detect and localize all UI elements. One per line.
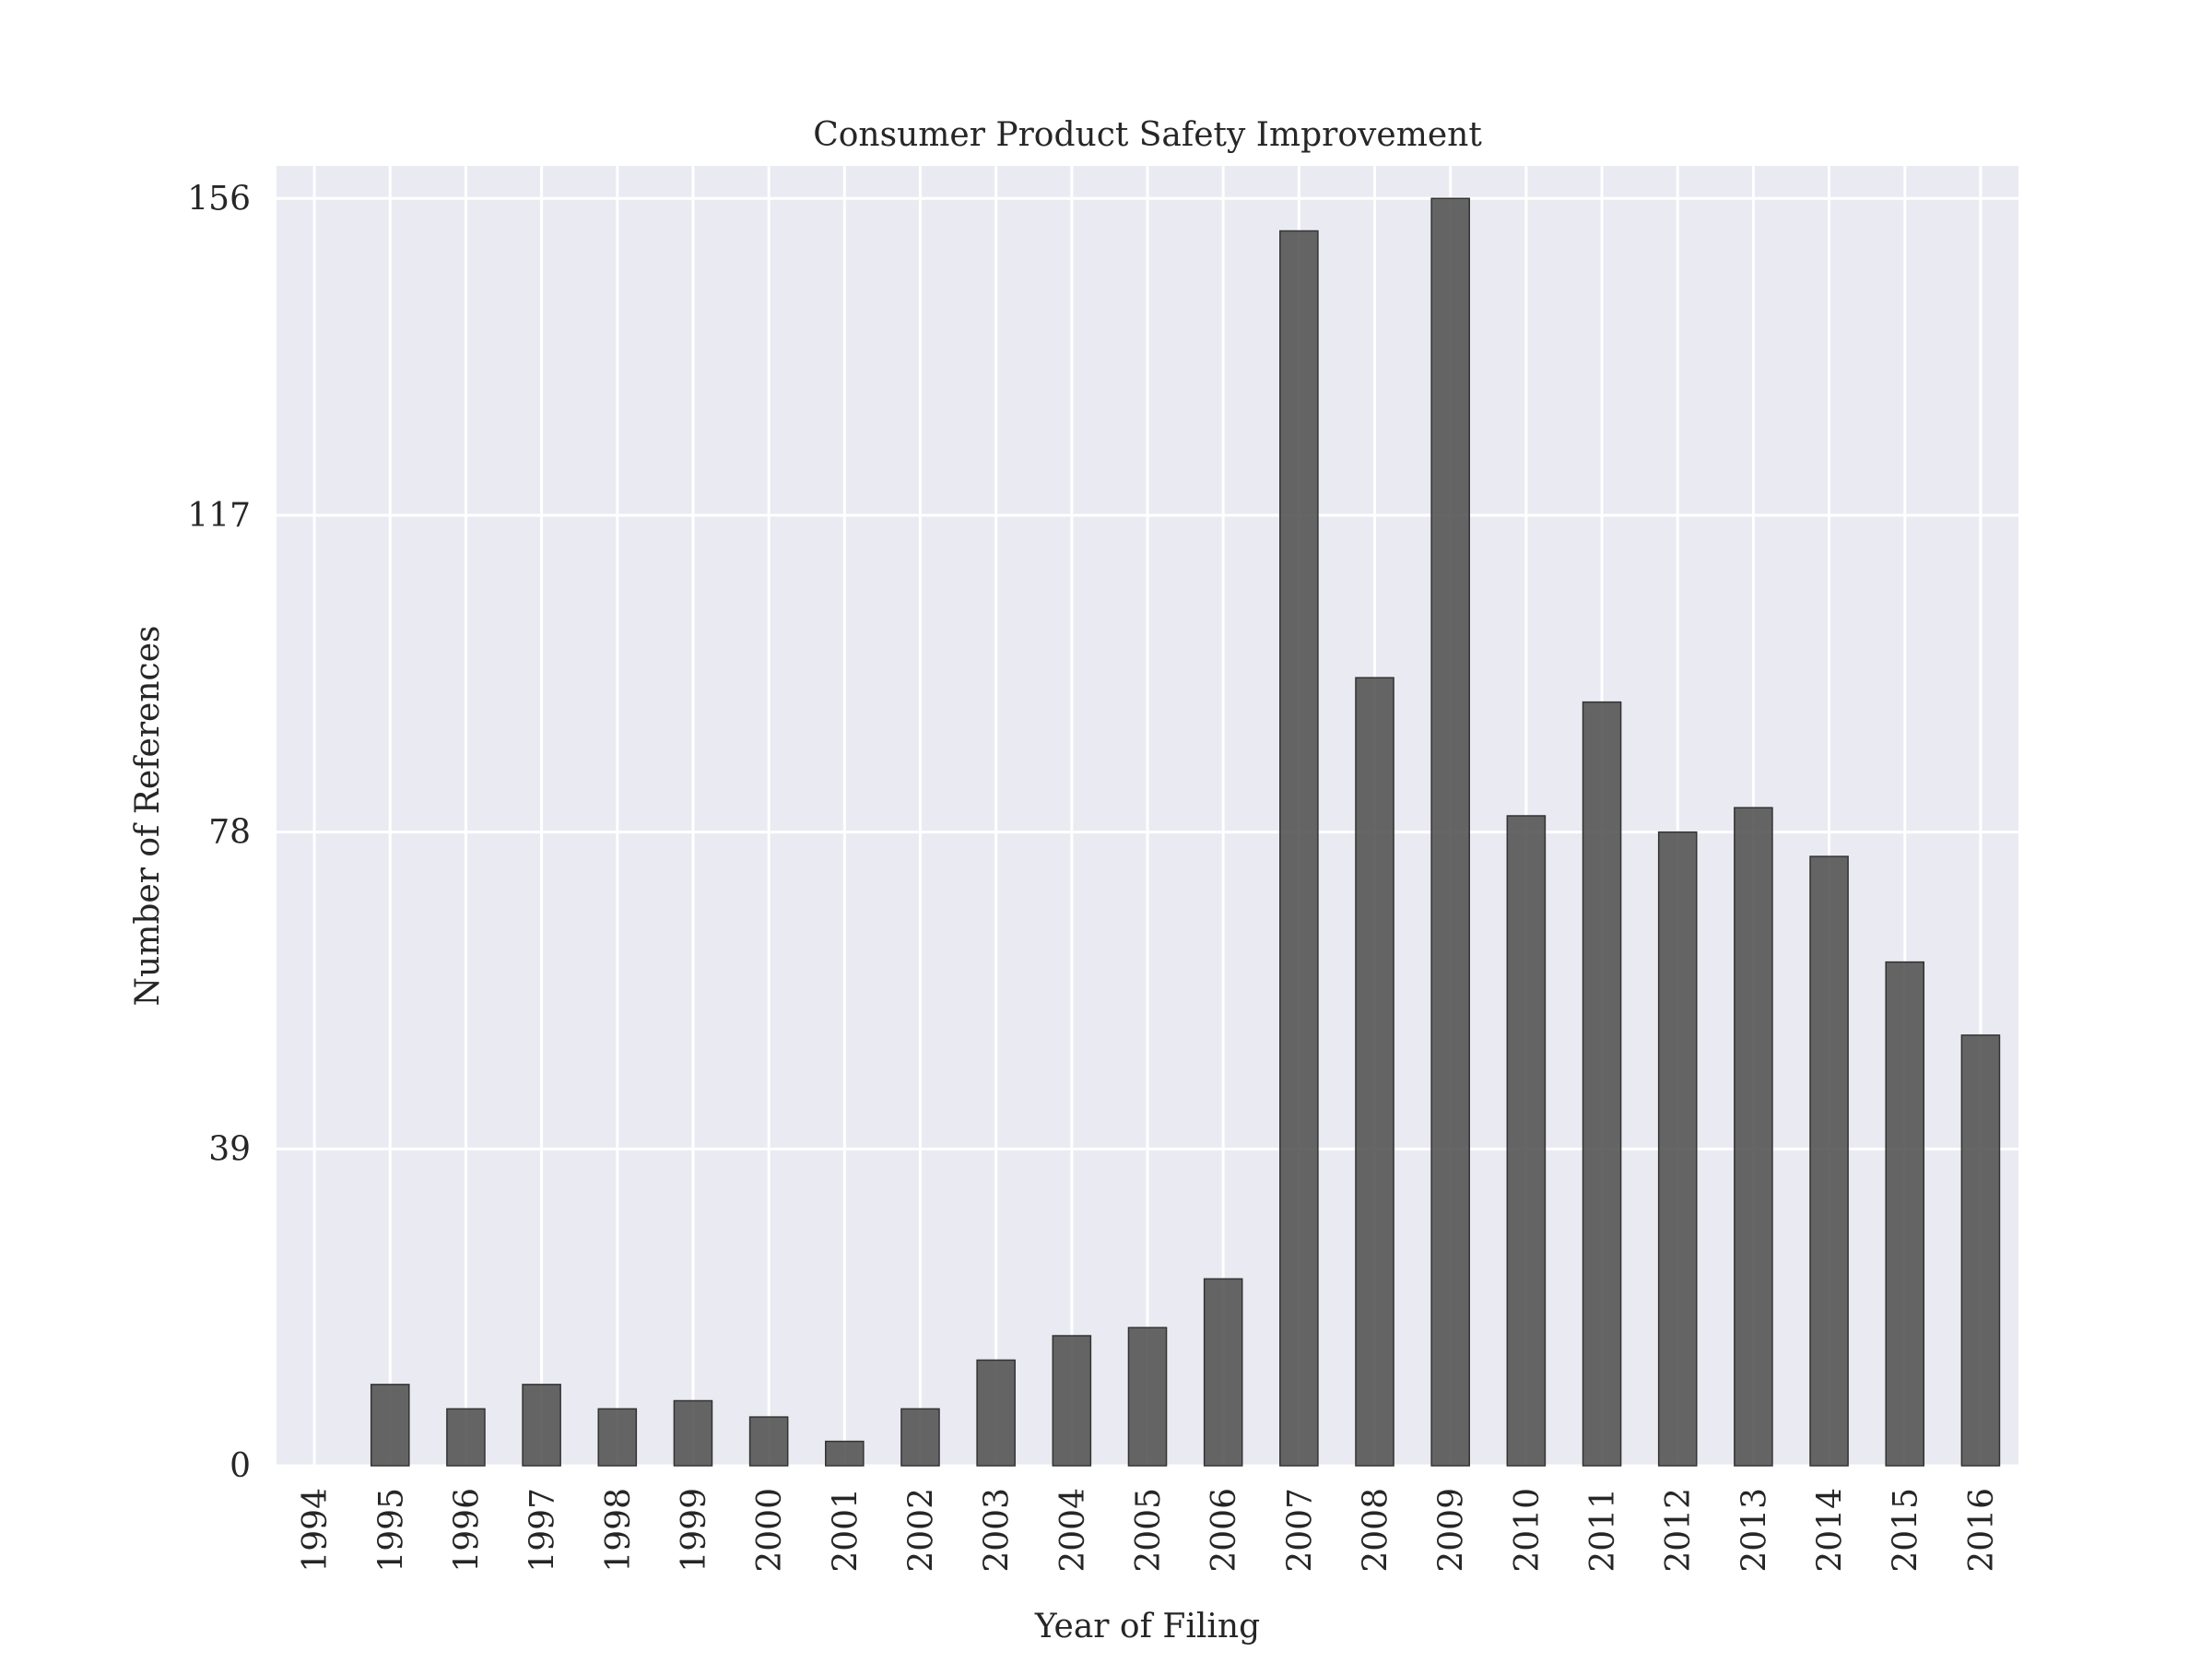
x-axis-label: Year of Filing — [1034, 1608, 1260, 1645]
x-tick-label: 2004 — [1054, 1488, 1092, 1573]
bar-1995 — [370, 1384, 410, 1467]
bar-2016 — [1960, 1034, 2001, 1467]
y-tick-label: 39 — [208, 1130, 251, 1168]
bar-1997 — [522, 1384, 561, 1467]
chart-title: Consumer Product Safety Improvement — [813, 116, 1482, 154]
bar-2007 — [1279, 230, 1319, 1467]
x-tick-label: 2000 — [751, 1488, 789, 1573]
x-tick-label: 2011 — [1584, 1488, 1622, 1573]
bar-2008 — [1355, 677, 1394, 1467]
bar-1998 — [597, 1408, 638, 1467]
bar-2001 — [825, 1440, 865, 1467]
x-tick-label: 2001 — [827, 1488, 865, 1573]
x-tick-label: 2007 — [1281, 1488, 1319, 1573]
bar-2006 — [1203, 1278, 1243, 1467]
bar-2002 — [900, 1408, 940, 1467]
bar-1996 — [446, 1408, 486, 1467]
y-tick-label: 0 — [229, 1447, 251, 1485]
x-tick-label: 1999 — [676, 1488, 713, 1573]
bar-2012 — [1657, 831, 1698, 1467]
bar-2010 — [1506, 815, 1547, 1467]
x-tick-label: 2005 — [1130, 1488, 1168, 1573]
bars — [370, 197, 2001, 1467]
x-tick-label: 1997 — [524, 1488, 562, 1573]
bar-1999 — [673, 1399, 713, 1467]
x-tick-label: 1996 — [448, 1488, 486, 1573]
x-tick-label: 2010 — [1509, 1488, 1547, 1573]
x-tick-labels: 1994 1995 1996 1997 1998 1999 2000 2001 2002 2003… — [297, 1488, 2001, 1573]
x-tick-label: 1995 — [372, 1488, 410, 1573]
bar-2011 — [1582, 701, 1622, 1467]
bar-2005 — [1127, 1327, 1168, 1467]
x-tick-label: 1994 — [297, 1488, 335, 1573]
x-tick-label: 2008 — [1358, 1488, 1395, 1573]
bar-2009 — [1430, 197, 1470, 1467]
bar-2015 — [1885, 961, 1925, 1467]
bar-2004 — [1052, 1335, 1092, 1467]
x-tick-label: 2006 — [1206, 1488, 1243, 1573]
y-tick-label: 117 — [187, 497, 251, 535]
bar-2000 — [748, 1416, 789, 1467]
x-tick-label: 2016 — [1963, 1488, 2001, 1573]
x-tick-label: 1998 — [600, 1488, 638, 1573]
x-tick-label: 2012 — [1660, 1488, 1698, 1573]
x-tick-label: 2014 — [1812, 1488, 1850, 1573]
y-tick-label: 78 — [208, 814, 251, 852]
bar-2014 — [1809, 855, 1849, 1467]
x-tick-label: 2003 — [979, 1488, 1017, 1573]
x-tick-label: 2002 — [902, 1488, 940, 1573]
bar-2013 — [1734, 807, 1773, 1467]
bar-2003 — [976, 1359, 1016, 1467]
x-tick-label: 2015 — [1888, 1488, 1925, 1573]
x-tick-label: 2009 — [1433, 1488, 1471, 1573]
x-tick-label: 2013 — [1735, 1488, 1773, 1573]
y-axis-label: Number of References — [129, 626, 167, 1007]
y-tick-labels: 0 39 78 117 156 — [187, 180, 251, 1485]
y-tick-label: 156 — [187, 180, 251, 218]
